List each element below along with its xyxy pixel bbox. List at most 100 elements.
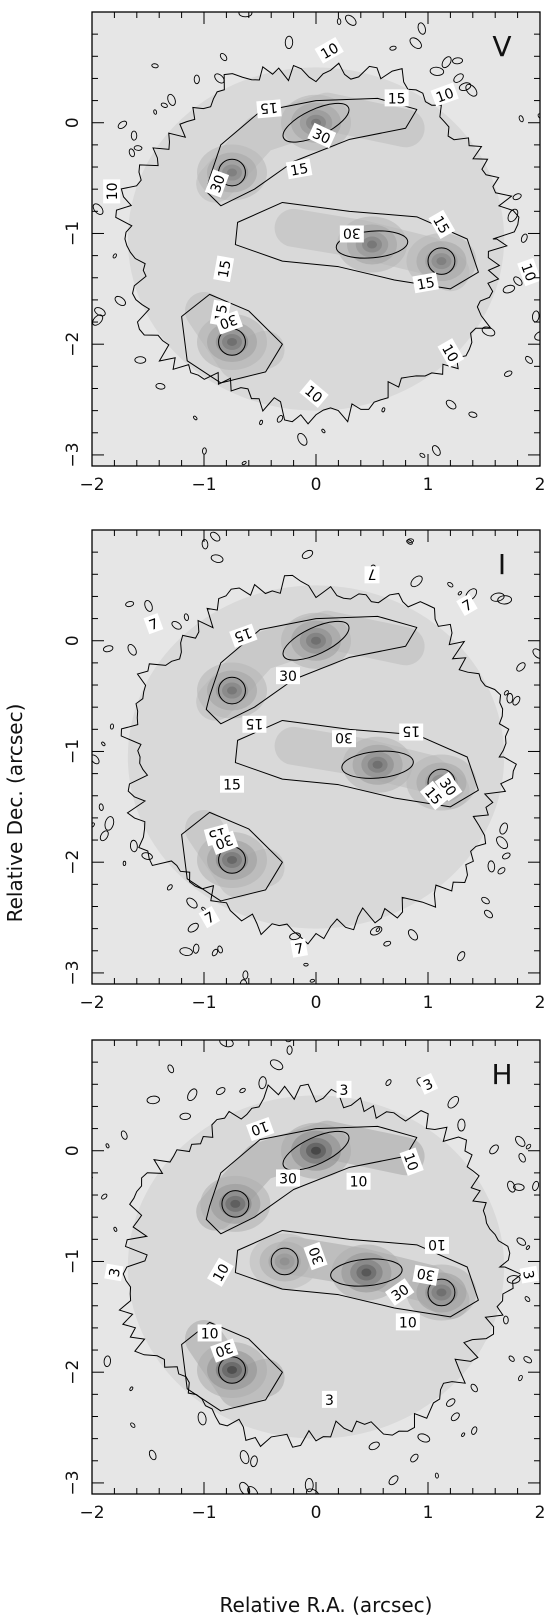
noise-contour <box>523 1356 533 1364</box>
noise-contour <box>179 947 193 956</box>
svg-text:15: 15 <box>388 91 406 107</box>
noise-contour <box>80 654 91 665</box>
noise-contour <box>105 1143 110 1149</box>
contour-label: 30 <box>276 1169 300 1187</box>
noise-contour <box>113 1226 118 1232</box>
noise-contour <box>383 940 392 947</box>
noise-contour <box>179 1112 191 1120</box>
noise-contour <box>270 1026 283 1036</box>
noise-contour <box>197 1411 207 1426</box>
svg-text:3: 3 <box>107 1267 124 1279</box>
svg-text:10: 10 <box>210 1261 233 1284</box>
noise-contour <box>120 1130 128 1140</box>
noise-contour <box>381 407 386 413</box>
noise-contour <box>502 852 511 860</box>
noise-contour <box>62 1285 76 1294</box>
noise-contour <box>410 575 423 588</box>
noise-contour <box>130 130 138 141</box>
noise-contour <box>50 760 63 775</box>
svg-text:10: 10 <box>400 1151 421 1173</box>
knot-0 <box>227 337 237 346</box>
outer-contour <box>118 1083 523 1448</box>
svg-text:30: 30 <box>310 126 333 148</box>
noise-contour <box>99 830 109 842</box>
svg-text:15: 15 <box>223 778 241 794</box>
contour-inner-1 <box>330 1258 403 1287</box>
noise-contour <box>166 884 173 891</box>
noise-contour <box>167 93 176 106</box>
x-tick-label: 2 <box>535 993 546 1013</box>
noise-contour <box>499 822 508 835</box>
contour-label: 7 <box>290 938 308 958</box>
noise-contour <box>239 1450 250 1465</box>
noise-contour <box>102 645 114 653</box>
noise-contour <box>484 909 493 919</box>
noise-contour <box>192 943 200 954</box>
svg-text:10: 10 <box>438 342 461 365</box>
band-label: I <box>498 548 506 581</box>
noise-contour <box>144 600 153 612</box>
noise-contour <box>549 749 553 754</box>
x-tick-label: −1 <box>191 993 216 1013</box>
noise-contour <box>241 460 247 466</box>
noise-contour <box>65 705 80 720</box>
noise-contour <box>171 621 182 630</box>
noise-contour <box>512 193 522 201</box>
noise-contour <box>215 1087 226 1096</box>
noise-contour <box>410 1453 419 1463</box>
noise-contour <box>369 926 383 936</box>
contour-label: 3 <box>417 1072 439 1095</box>
noise-contour <box>407 929 419 941</box>
contour-label: 30 <box>307 122 337 149</box>
noise-contour <box>487 860 496 873</box>
noise-contour <box>503 1315 509 1325</box>
contour-label: 15 <box>412 272 439 294</box>
noise-contour <box>518 1374 523 1382</box>
noise-contour <box>456 951 466 962</box>
noise-contour <box>289 932 301 941</box>
contour-mid-2 <box>181 811 283 902</box>
noise-contour <box>513 1183 525 1191</box>
noise-contour <box>506 1275 521 1284</box>
x-tick-label: 0 <box>311 1503 322 1523</box>
band-label: H <box>491 1058 512 1091</box>
knot-1 <box>372 760 383 769</box>
noise-contour <box>104 816 115 831</box>
noise-contour <box>103 1355 112 1368</box>
noise-contour <box>286 1045 293 1055</box>
svg-text:30: 30 <box>208 173 229 195</box>
y-axis-title: Relative Dec. (arcsec) <box>3 704 27 923</box>
x-tick-label: 2 <box>535 475 546 495</box>
noise-contour <box>497 595 513 605</box>
svg-text:15: 15 <box>289 161 309 180</box>
noise-contour <box>80 680 84 686</box>
noise-contour <box>128 148 135 158</box>
knot-3 <box>311 1146 321 1155</box>
noise-contour <box>148 1449 157 1461</box>
noise-contour <box>155 383 166 390</box>
contour-label: 30 <box>210 1338 239 1363</box>
noise-contour <box>507 208 519 223</box>
noise-contour <box>313 0 319 3</box>
noise-contour <box>80 281 88 290</box>
noise-contour <box>406 539 413 545</box>
noise-contour <box>457 591 463 596</box>
x-axis-title: Relative R.A. (arcsec) <box>220 1593 433 1617</box>
y-tick-label: −1 <box>63 221 83 246</box>
noise-contour <box>457 1118 466 1132</box>
contour-inner-3 <box>282 1130 350 1171</box>
noise-contour <box>210 554 224 563</box>
noise-contour <box>537 113 540 119</box>
noise-contour <box>238 12 253 18</box>
noise-contour <box>513 276 523 286</box>
noise-contour <box>419 452 426 458</box>
noise-contour <box>544 661 555 674</box>
noise-contour <box>129 1386 134 1392</box>
noise-contour <box>503 690 509 696</box>
noise-contour <box>284 35 294 50</box>
noise-contour <box>301 549 314 560</box>
x-tick-label: 1 <box>423 1503 434 1523</box>
svg-text:10: 10 <box>428 1236 446 1252</box>
noise-contour <box>92 822 95 828</box>
noise-contour <box>112 253 117 259</box>
